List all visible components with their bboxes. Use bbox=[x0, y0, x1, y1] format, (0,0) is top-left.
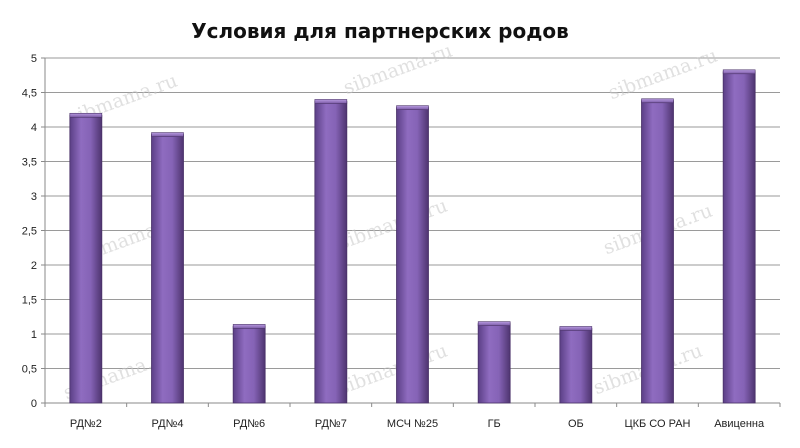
chart-title: Условия для партнерских родов bbox=[191, 19, 569, 43]
y-tick-label: 0 bbox=[31, 398, 37, 410]
y-tick-label: 3 bbox=[31, 191, 37, 203]
x-tick-label: РД№7 bbox=[315, 418, 347, 430]
bar-cap bbox=[641, 98, 674, 104]
watermark-text: sibmama.ru bbox=[606, 45, 721, 105]
bar-cap bbox=[151, 132, 184, 137]
x-tick-label: РД№4 bbox=[152, 418, 184, 430]
bar bbox=[722, 69, 756, 404]
bar bbox=[477, 321, 511, 404]
bar-body bbox=[232, 326, 266, 404]
y-tick-label: 1 bbox=[31, 329, 37, 341]
bar bbox=[151, 132, 184, 404]
y-tick-label: 2 bbox=[31, 260, 37, 272]
bar-cap bbox=[477, 321, 511, 326]
x-tick-labels: РД№2 РД№4 РД№6 РД№7 МСЧ №25 ГБ ОБ ЦКБ СО РАН Ави… bbox=[44, 403, 781, 430]
x-tick-label: ЦКБ СО РАН bbox=[624, 418, 690, 430]
bar-cap bbox=[396, 105, 429, 110]
y-tick-label: 4 bbox=[31, 122, 37, 134]
y-tick-labels: 0 0,5 1 1,5 2 2,5 3 3,5 4 4,5 5 bbox=[22, 53, 37, 410]
watermark-text: sibmama.ru bbox=[336, 340, 451, 400]
bar bbox=[232, 324, 266, 404]
bar-body bbox=[641, 100, 674, 404]
bar-cap bbox=[314, 99, 348, 104]
watermark-text: sibmama.ru bbox=[336, 195, 451, 255]
bar bbox=[314, 99, 348, 404]
x-tick-label: Авиценна bbox=[714, 418, 765, 430]
x-tick-label: ОБ bbox=[568, 418, 584, 430]
watermark-text: sibmama.ru bbox=[341, 40, 456, 100]
bar-cap bbox=[722, 69, 756, 75]
bar bbox=[641, 98, 674, 404]
bar-body bbox=[559, 328, 593, 404]
y-tick-label: 2,5 bbox=[22, 226, 37, 238]
bar-body bbox=[314, 101, 348, 404]
bar-body bbox=[396, 107, 429, 404]
bar-cap bbox=[232, 324, 266, 329]
bar-body bbox=[722, 71, 756, 404]
x-tick-label: РД№6 bbox=[233, 418, 265, 430]
bar-body bbox=[151, 134, 184, 404]
y-tick-label: 1,5 bbox=[22, 295, 37, 307]
bar-body bbox=[69, 114, 103, 404]
bar bbox=[559, 326, 593, 404]
bar bbox=[396, 105, 429, 404]
y-tick-label: 0,5 bbox=[22, 364, 37, 376]
y-tick-label: 5 bbox=[31, 53, 37, 65]
x-tick-label: МСЧ №25 bbox=[387, 418, 438, 430]
bar bbox=[69, 112, 103, 404]
y-tick-label: 3,5 bbox=[22, 157, 37, 169]
bars bbox=[69, 69, 756, 404]
bar-cap bbox=[69, 112, 103, 118]
y-tick-label: 4,5 bbox=[22, 88, 37, 100]
x-tick-label: ГБ bbox=[488, 418, 501, 430]
x-tick-label: РД№2 bbox=[70, 418, 102, 430]
bar-cap bbox=[559, 326, 593, 331]
bar-body bbox=[477, 323, 511, 404]
